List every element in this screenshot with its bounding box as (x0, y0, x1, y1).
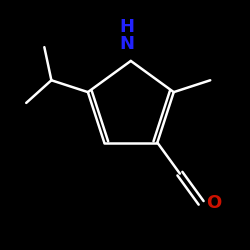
Text: O: O (206, 194, 222, 212)
Text: H
N: H N (120, 18, 135, 53)
